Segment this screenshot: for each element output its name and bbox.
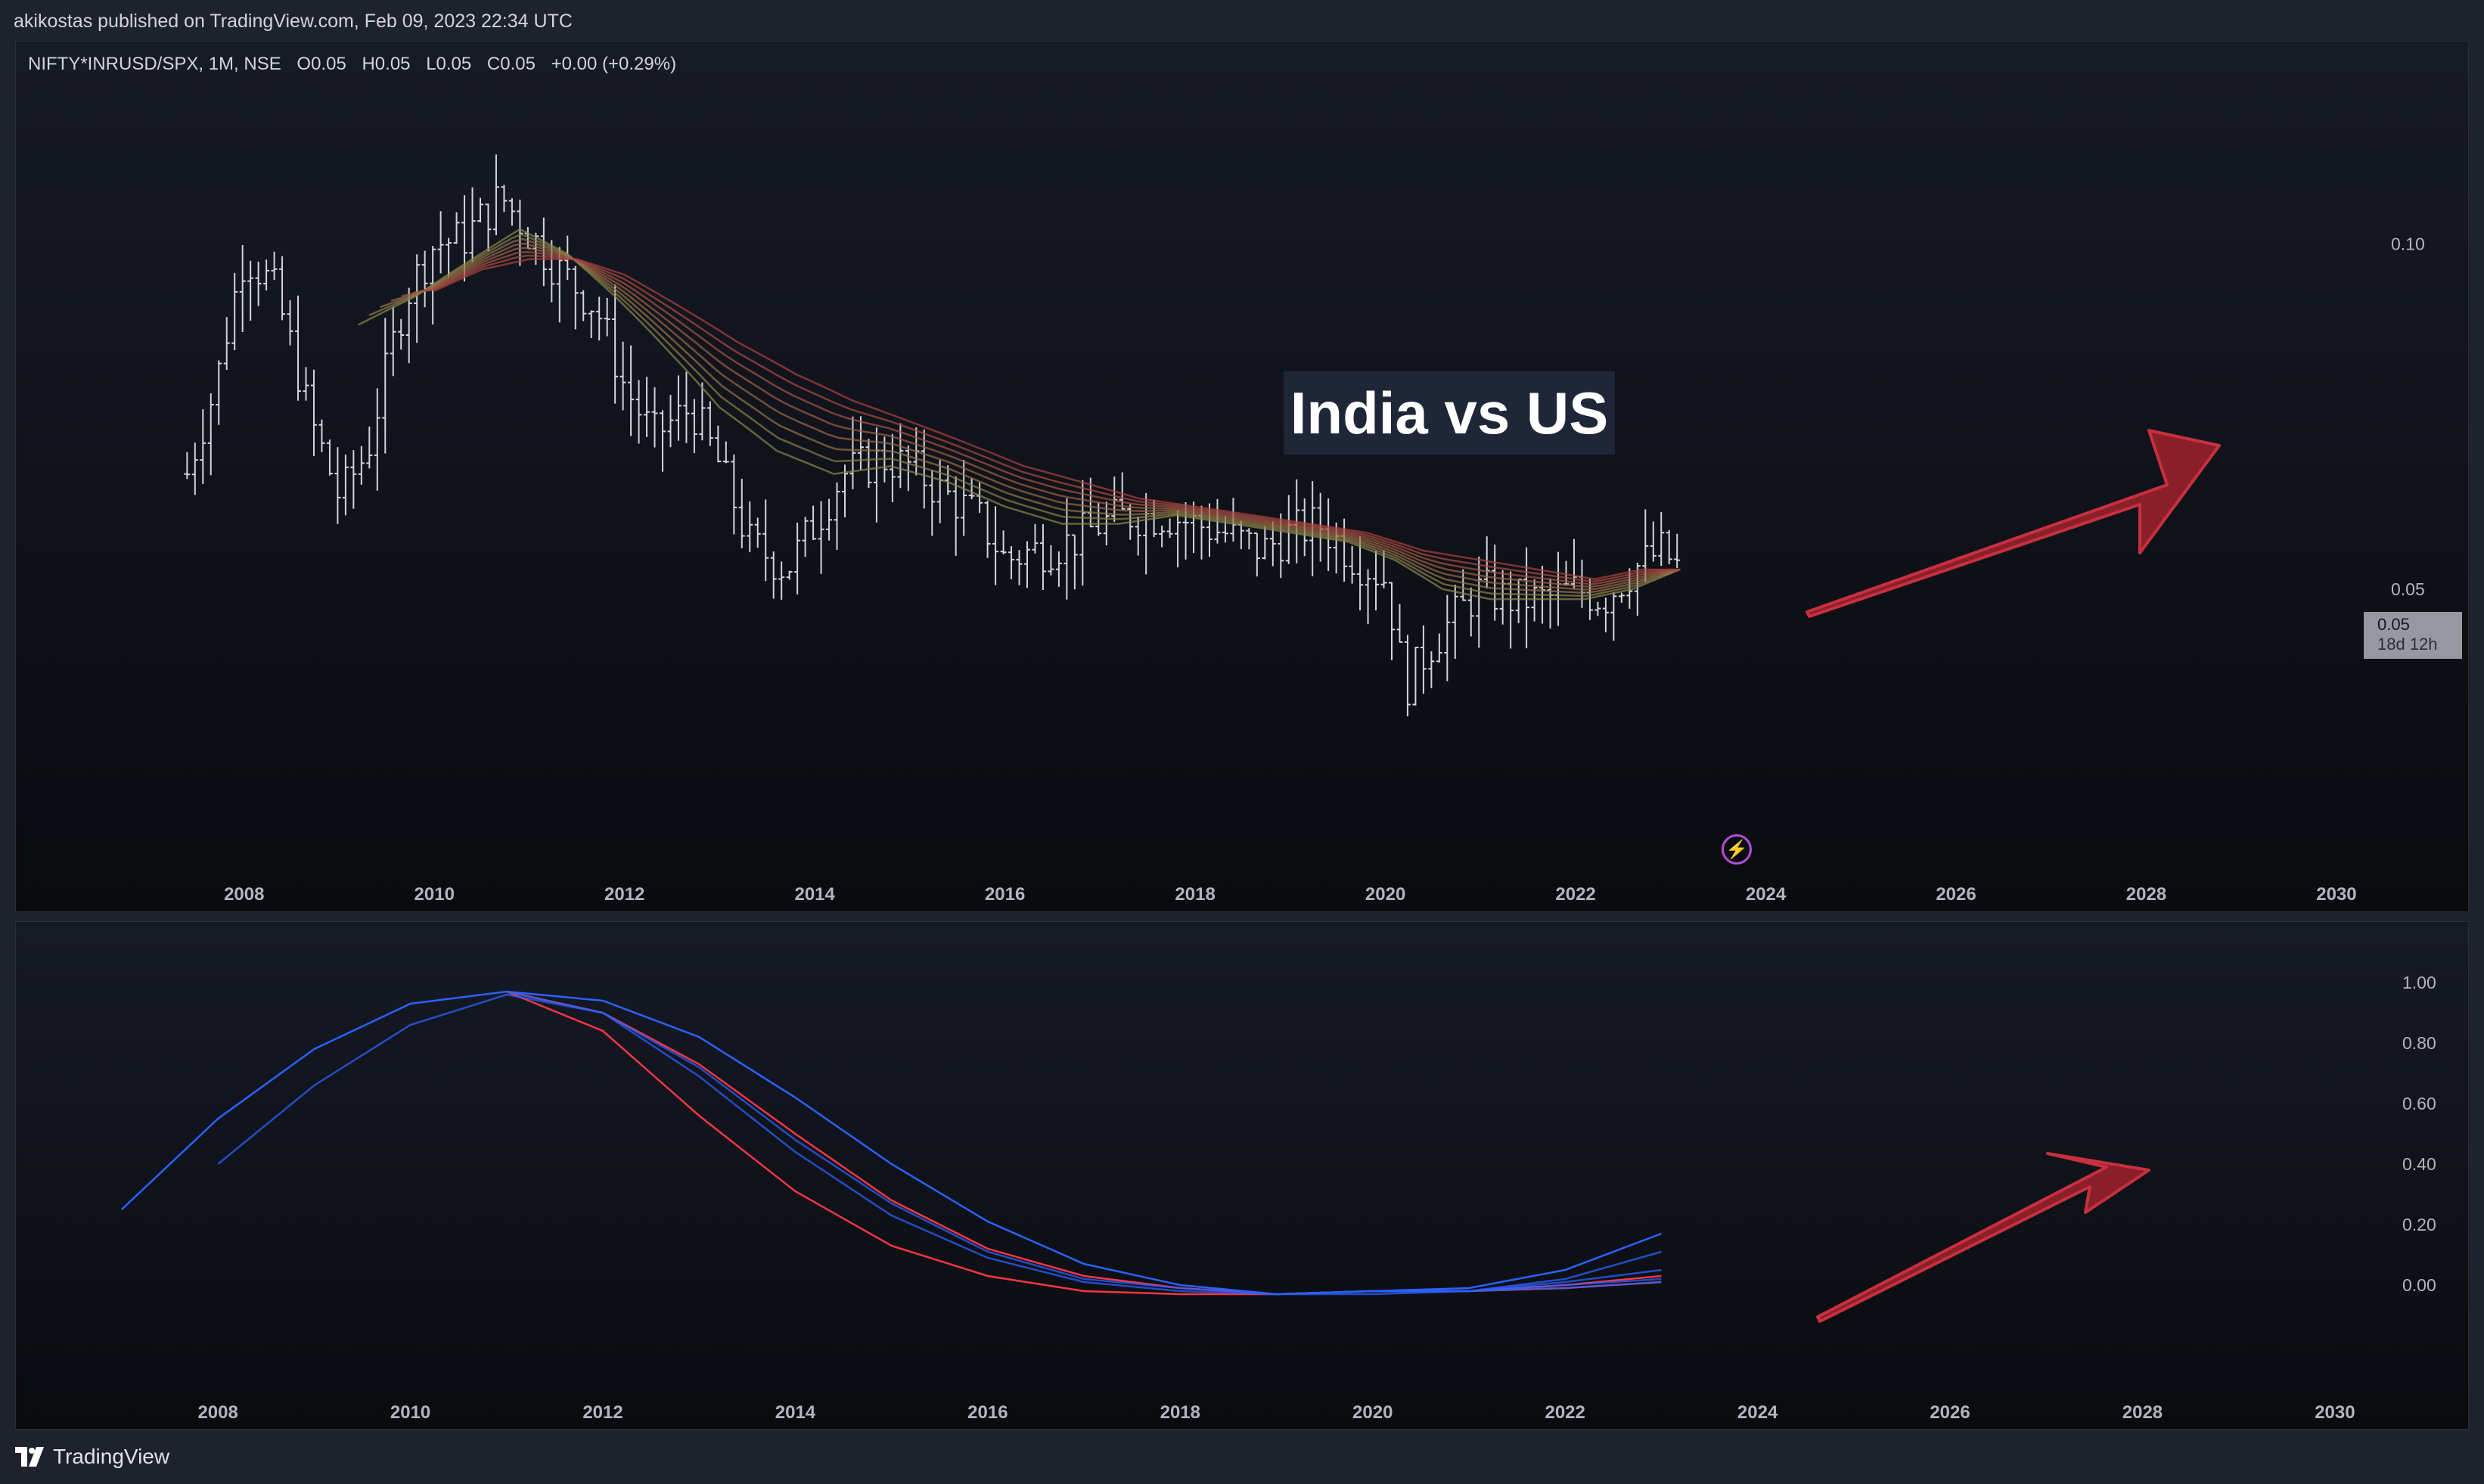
symbol-legend: NIFTY*INRUSD/SPX, 1M, NSE O0.05 H0.05 L0…	[28, 54, 687, 75]
x-tick-label: 2030	[2316, 884, 2356, 905]
bar-countdown: 18d 12h	[2377, 635, 2438, 654]
lightning-icon[interactable]: ⚡	[1722, 834, 1752, 865]
ribbon-line	[433, 258, 1681, 580]
ribbon-line	[390, 242, 1675, 591]
x-tick-label: 2028	[2122, 1402, 2163, 1423]
last-price-value: 0.05	[2377, 615, 2410, 634]
brand-name: TradingView	[53, 1445, 170, 1468]
oscillator-line	[121, 990, 1662, 1296]
x-tick-label: 2016	[985, 884, 1025, 905]
x-tick-label: 2022	[1555, 884, 1595, 905]
ma-ribbon	[358, 228, 1681, 601]
price-chart[interactable]: 2008 2010 2012 2014 2016 2018 2020 2022 2024 2026…	[16, 42, 2469, 912]
ribbon-line	[412, 250, 1678, 585]
x-tick-label: 2008	[197, 1402, 238, 1423]
y-tick-label: 0.10	[2391, 234, 2425, 254]
price-pane[interactable]: 2008 2010 2012 2014 2016 2018 2020 2022 2024 2026…	[15, 41, 2469, 912]
x-tick-label: 2024	[1746, 884, 1787, 905]
x-tick-label: 2012	[582, 1402, 623, 1423]
x-tick-label: 2012	[604, 884, 644, 905]
x-tick-label: 2018	[1175, 884, 1215, 905]
published-info: akikostas published on TradingView.com, …	[14, 11, 573, 32]
ribbon-line	[401, 247, 1677, 588]
oscillator-line	[217, 993, 1662, 1296]
legend-change: +0.00 (+0.29%)	[551, 54, 677, 74]
tradingview-logo-icon	[15, 1447, 44, 1467]
legend-close: C0.05	[486, 54, 536, 74]
y-tick-label: 0.60	[2402, 1094, 2436, 1113]
x-tick-label: 2022	[1545, 1402, 1585, 1423]
red-arrow-annotation	[1816, 1152, 2150, 1323]
x-tick-label: 2030	[2315, 1402, 2355, 1423]
y-tick-label: 0.00	[2402, 1275, 2436, 1295]
legend-open: O0.05	[297, 54, 346, 74]
x-tick-label: 2010	[415, 884, 455, 905]
legend-high: H0.05	[362, 54, 411, 74]
ribbon-line	[379, 238, 1674, 594]
y-tick-label: 0.40	[2402, 1154, 2436, 1174]
red-arrow-annotation	[1806, 429, 2221, 618]
y-tick-label: 1.00	[2402, 973, 2436, 992]
oscillator-line	[506, 990, 1662, 1296]
x-tick-label: 2026	[1936, 884, 1976, 905]
oscillator-line	[506, 990, 1662, 1296]
x-tick-label: 2014	[775, 1402, 816, 1423]
y-tick-label: 0.20	[2402, 1215, 2436, 1234]
publish-bar: akikostas published on TradingView.com, …	[0, 0, 2484, 41]
y-tick-label: 0.05	[2391, 579, 2425, 599]
oscillator-line	[506, 990, 1662, 1296]
oscillator-line	[1276, 1281, 1662, 1296]
footer-bar: TradingView	[0, 1431, 2484, 1484]
x-tick-label: 2014	[794, 884, 835, 905]
x-tick-label: 2026	[1930, 1402, 1970, 1423]
tradingview-brand[interactable]: TradingView	[15, 1445, 169, 1469]
y-tick-label: 0.80	[2402, 1033, 2436, 1053]
x-tick-label: 2020	[1352, 1402, 1393, 1423]
oscillator-pane[interactable]: 2008 2010 2012 2014 2016 2018 2020 2022 2024 2026…	[15, 921, 2469, 1430]
x-tick-label: 2028	[2126, 884, 2166, 905]
last-price-tag: 0.05 18d 12h	[2364, 612, 2462, 659]
annotation-title[interactable]: India vs US	[1284, 371, 1615, 455]
x-tick-label: 2018	[1160, 1402, 1200, 1423]
x-tick-label: 2024	[1737, 1402, 1778, 1423]
symbol-name[interactable]: NIFTY*INRUSD/SPX, 1M, NSE	[28, 54, 281, 74]
ribbon-line	[423, 254, 1679, 583]
x-tick-label: 2016	[967, 1402, 1008, 1423]
x-tick-label: 2020	[1365, 884, 1405, 905]
x-tick-label: 2008	[224, 884, 264, 905]
legend-low: L0.05	[426, 54, 472, 74]
x-tick-label: 2010	[390, 1402, 430, 1423]
oscillator-chart[interactable]: 2008 2010 2012 2014 2016 2018 2020 2022 2024 2026…	[16, 922, 2469, 1430]
